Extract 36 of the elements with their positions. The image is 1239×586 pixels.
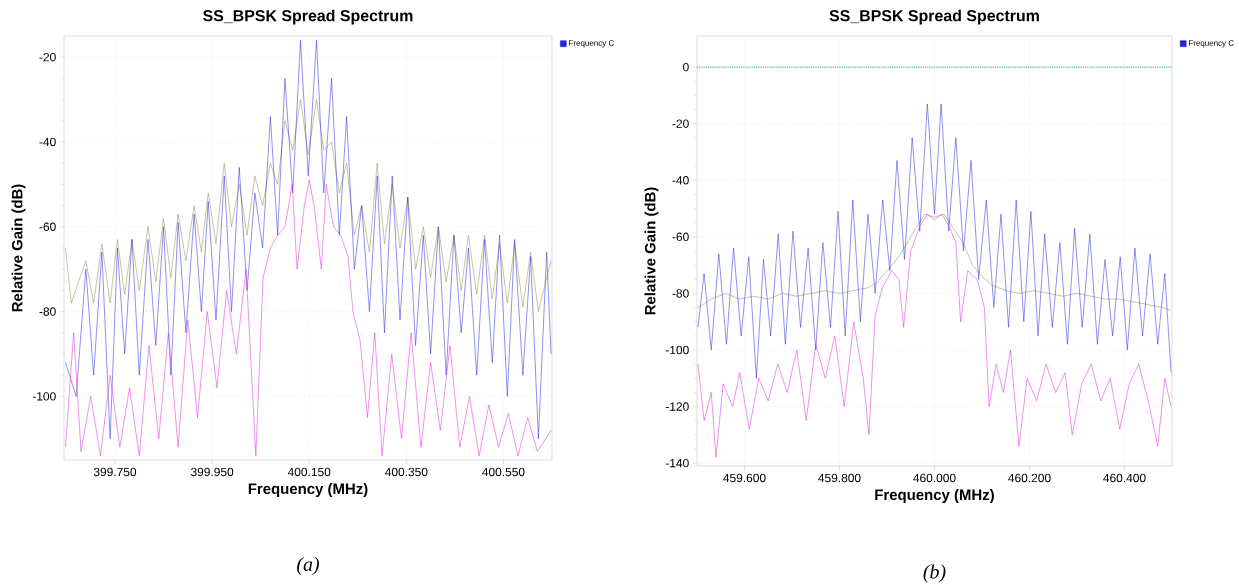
x-tick-label: 459.800 (818, 473, 861, 483)
y-tick-label: -80 (39, 307, 56, 316)
chart-title: SS_BPSK Spread Spectrum (829, 9, 1039, 25)
y-tick-label: -40 (39, 137, 56, 147)
line-series (65, 179, 552, 457)
y-tick-label: -20 (39, 53, 56, 62)
y-tick-label: -60 (672, 232, 689, 242)
y-tick-label: -140 (665, 459, 689, 468)
x-tick-label: 399.750 (93, 467, 137, 477)
x-tick-label: 400.550 (482, 467, 525, 477)
y-tick-label: -60 (39, 222, 56, 232)
y-tick-label: -100 (32, 392, 56, 401)
x-tick-label: 459.600 (723, 473, 766, 483)
y-tick-label: 0 (683, 62, 689, 72)
x-tick-label: 460.400 (1103, 473, 1146, 483)
line-series (697, 103, 1172, 379)
x-tick-label: 400.350 (385, 467, 428, 477)
y-tick-label: -120 (665, 402, 689, 411)
line-series (65, 99, 552, 312)
x-axis-title: Frequency (MHz) (248, 483, 368, 498)
y-axis-title: Relative Gain (dB) (644, 187, 659, 315)
y-tick-label: -40 (672, 176, 689, 185)
y-axis-title: Relative Gain (dB) (11, 184, 26, 312)
x-tick-label: 460.000 (913, 473, 956, 483)
x-axis-title: Frequency (MHz) (875, 489, 994, 504)
text: (a) (297, 557, 319, 576)
line-series (697, 214, 1172, 458)
y-tick-label: -20 (672, 119, 689, 128)
y-tick-label: -80 (672, 289, 689, 298)
chart-title: SS_BPSK Spread Spectrum (203, 9, 413, 25)
line-series (65, 40, 552, 440)
text: (b) (923, 564, 946, 583)
x-tick-label: 460.200 (1008, 473, 1051, 483)
y-tick-label: -100 (665, 345, 689, 355)
x-tick-label: 399.950 (190, 467, 234, 477)
x-tick-label: 400.150 (287, 467, 331, 477)
